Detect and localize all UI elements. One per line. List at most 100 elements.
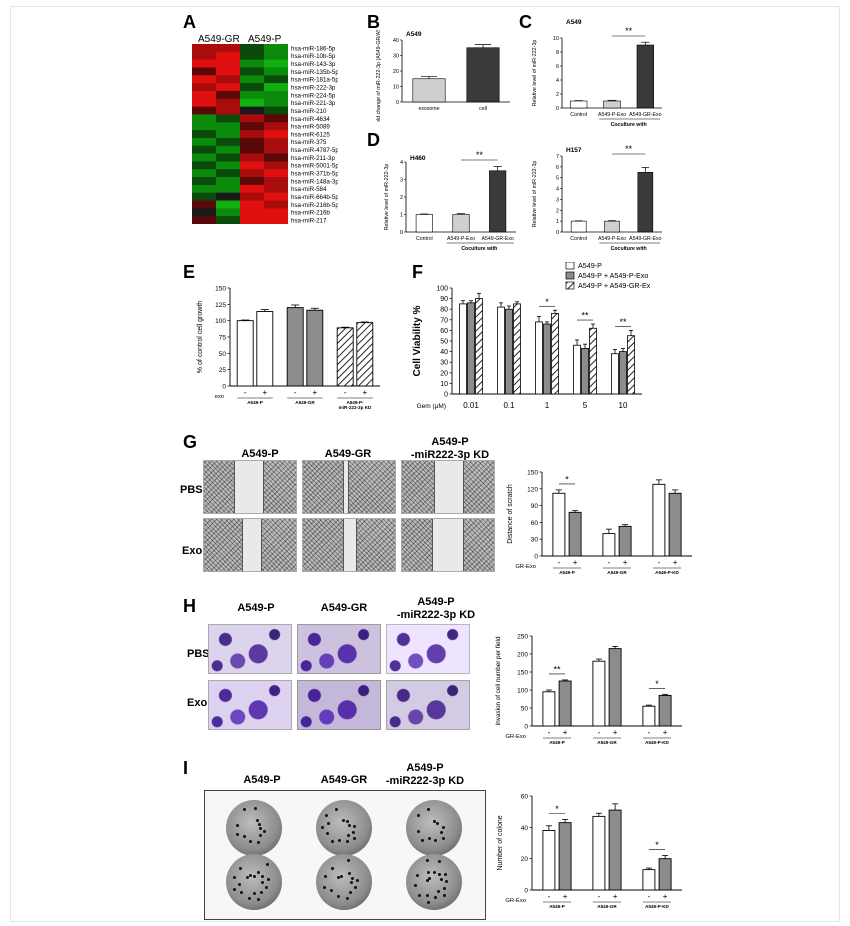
exo-sign: - [658, 558, 661, 567]
exo-sign: - [598, 728, 601, 737]
x-tick-label: 1 [545, 401, 550, 410]
heatmap-cell [240, 130, 264, 139]
colony-dot [348, 890, 352, 894]
heatmap-cell [192, 114, 216, 123]
colony-dot [346, 858, 350, 862]
heatmap-cell [216, 44, 240, 53]
bar [568, 511, 582, 557]
group-label: A549-P [549, 904, 565, 909]
exo-sign: - [548, 892, 551, 901]
y-tick-label: 10 [393, 85, 399, 91]
exo-label: GR-Exo [515, 564, 536, 570]
group-label: A549-P-KD [655, 570, 679, 575]
colony-dot [336, 895, 340, 899]
colony-dot [427, 900, 431, 904]
bar [412, 78, 446, 103]
exo-sign: + [663, 728, 668, 737]
heatmap-cell [240, 83, 264, 92]
chart-h: Invasion of cell number per field 0 50 100 1… [495, 634, 682, 745]
heatmap-cell [240, 192, 264, 201]
group-label: A549-P [247, 400, 263, 405]
panel-letter-g: G [183, 432, 198, 452]
colony-dot [260, 891, 264, 895]
bar [619, 351, 627, 395]
heatmap-row-label: hsa-miR-222-3p [291, 84, 336, 91]
colony-dot [347, 834, 351, 838]
colony-dot [325, 814, 329, 818]
heatmap-row-label: hsa-miR-375 [291, 139, 327, 146]
colony-dot [232, 876, 236, 880]
y-tick-label: 150 [527, 470, 538, 477]
colony-dot [356, 879, 360, 883]
heatmap-row-label: hsa-miR-216b [291, 210, 330, 217]
y-tick-label: 4 [400, 160, 403, 166]
heatmap-cell [192, 83, 216, 92]
colony-dot [342, 818, 346, 822]
colony-dot [245, 876, 249, 880]
colony-dot [437, 890, 441, 894]
heatmap-row-label: hsa-miR-217 [291, 218, 327, 225]
colony-dot [334, 808, 338, 812]
panel-letter-c: C [519, 12, 532, 32]
bar [513, 303, 521, 395]
y-tick-label: 0 [556, 106, 559, 112]
scratch-image-gr-exo [302, 518, 396, 572]
heatmap-cell [240, 114, 264, 123]
heatmap-cell [216, 106, 240, 115]
y-tick-label: 0 [556, 230, 559, 236]
bar [618, 525, 632, 557]
bar [570, 100, 588, 109]
colony-dot [350, 876, 354, 880]
heatmap-cell [192, 200, 216, 209]
g-col-header-2: A549-GR [324, 448, 372, 460]
y-tick-label: 10 [553, 36, 559, 42]
y-tick-label: 0 [524, 888, 528, 895]
g-col-header-1: A549-P [241, 448, 279, 460]
bar [459, 303, 467, 395]
heatmap-cell [264, 208, 288, 217]
group-label: A549-GR [607, 570, 627, 575]
significance-label: ** [619, 317, 627, 327]
bar [286, 307, 304, 387]
colony-dot [253, 892, 257, 896]
legend-swatch [565, 281, 575, 290]
y-tick-label: 60 [440, 328, 448, 335]
colony-dot [354, 886, 358, 890]
y-axis-label: % of control cell growth [197, 301, 204, 373]
panel-letter-f: F [412, 262, 423, 282]
colony-dot [345, 897, 349, 901]
colony-dot [266, 863, 270, 867]
colony-dot [261, 880, 265, 884]
colony-dot [247, 896, 251, 900]
heatmap-cell [192, 44, 216, 53]
heatmap-cell [240, 75, 264, 84]
colony-dot [257, 897, 261, 901]
chart-title: H460 [410, 155, 426, 162]
chart-c: A549 Relative level of miR-222-3p 0 2 4 6 8 10 C… [532, 19, 662, 128]
bar [256, 311, 274, 387]
heatmap-cell [240, 200, 264, 209]
legend-label: A549-P + A549-GR-Exo [578, 281, 650, 290]
heatmap-cell [264, 90, 288, 100]
y-tick-label: 3 [556, 197, 559, 203]
exo-sign: + [623, 558, 628, 567]
y-tick-label: 20 [521, 856, 529, 863]
heatmap-cell [264, 216, 288, 224]
colony-dot [248, 840, 252, 844]
heatmap-cell [216, 192, 240, 201]
colony-dot [415, 873, 419, 877]
exo-sign: - [648, 892, 651, 901]
colony-dot [253, 874, 257, 878]
heatmap-cell [192, 184, 216, 194]
heatmap-cell [192, 106, 216, 115]
colony-dot [353, 837, 357, 841]
bar [466, 47, 500, 103]
heatmap-cell [192, 216, 216, 224]
bar [611, 353, 619, 395]
y-tick-label: 150 [517, 670, 528, 677]
colony-dot [434, 839, 438, 843]
colony-dot [441, 837, 445, 841]
exo-label: exo [215, 394, 224, 400]
y-tick-label: 0 [444, 392, 448, 399]
colony-dish [316, 854, 372, 910]
